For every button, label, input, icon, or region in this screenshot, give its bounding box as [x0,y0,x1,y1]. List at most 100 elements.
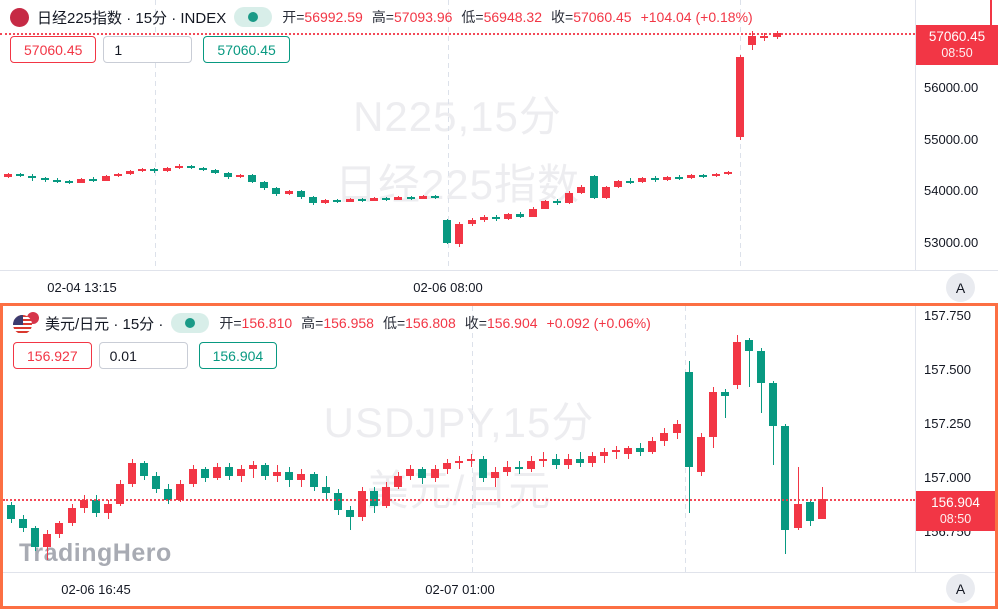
candle [370,490,378,507]
candle [515,467,524,470]
candle [272,188,281,194]
candle [345,198,354,202]
candle [672,424,681,433]
usdjpy-price-axis[interactable]: 156.904 08:50 157.750 157.500 157.250 157.0… [915,306,995,572]
ohlc-readout: 开=56992.59 高=57093.96 低=56948.32 收=57060… [282,7,761,27]
candle [540,201,549,209]
candle [223,172,232,178]
buy-price-button[interactable]: 57060.45 [203,36,290,63]
chart-watermark: N225,15分 日经225指数 [0,83,915,219]
watermark-name: 美元/日元 [366,467,552,514]
time-gridline [472,306,473,572]
candle [79,499,88,509]
candle [321,486,330,494]
candle [115,484,124,504]
market-status-indicator[interactable] [171,313,210,333]
sell-price-button[interactable]: 57060.45 [10,36,97,63]
candle [575,458,584,463]
candle [638,178,647,183]
quantity-input[interactable]: 0.01 [98,342,188,369]
candle [199,167,208,170]
candle [370,197,378,201]
nikkei-chart-plot[interactable]: N225,15分 日经225指数 日经225指数 · 15分 · INDEX 开… [0,0,915,270]
candle [708,391,717,437]
candle [589,176,598,198]
candle [516,214,525,217]
watermark-symbol: USDJPY,15分 [323,399,595,446]
candle [478,458,487,478]
high-label: 高= [371,9,394,25]
candle [684,372,693,468]
candle [52,180,61,182]
candle [720,391,729,396]
candle [284,191,293,194]
nikkei-price-axis[interactable]: 57060.45 08:50 56000.00 55000.00 54000.00 5… [915,0,998,270]
usdjpy-time-axis[interactable]: A 02-06 16:45 02-07 01:00 [3,572,995,606]
time-tick-label: 02-04 13:15 [47,280,117,295]
candle [212,467,221,478]
candle [162,167,171,172]
usdjpy-chart-plot[interactable]: USDJPY,15分 美元/日元 TradingHero 美元/日元 · 15分… [3,306,915,572]
candle [675,176,683,179]
high-value: 57093.96 [394,9,453,25]
candle [528,208,537,217]
buy-price-button[interactable]: 156.904 [198,342,278,369]
chart-watermark: USDJPY,15分 美元/日元 [3,389,915,525]
market-status-indicator[interactable] [234,7,273,27]
candle [466,458,475,461]
candle [612,449,620,453]
low-value: 156.808 [405,315,456,331]
open-value: 156.810 [241,315,293,331]
last-price-badge: 156.904 08:50 [916,490,995,531]
candle [101,176,110,181]
candle [188,469,197,485]
open-label: 开= [219,315,242,331]
auto-scale-button[interactable]: A [946,574,975,603]
nikkei-logo-icon [10,7,29,27]
time-tick-label: 02-06 16:45 [61,582,131,597]
symbol-title: 日经225指数 · 15分 · INDEX [37,9,227,27]
candle [626,181,635,183]
close-label: 收= [464,315,487,331]
candle [200,469,209,478]
candle [296,191,305,198]
candle [211,169,220,173]
candle [224,467,233,476]
close-label: 收= [551,9,574,25]
nikkei-time-axis[interactable]: A 02-04 13:15 02-06 08:00 [0,270,998,303]
candle [696,436,705,472]
candle [4,173,12,177]
candle [745,339,754,351]
candle [55,523,64,535]
sell-price-button[interactable]: 156.927 [13,342,92,369]
high-value: 156.958 [323,315,374,331]
time-gridline [448,0,449,270]
quantity-input[interactable]: 1 [103,36,193,63]
candle [687,175,696,179]
candle [733,341,741,386]
candle [553,201,561,204]
candle [16,173,25,176]
badge-time: 08:50 [941,46,973,61]
candle [236,469,245,476]
price-tick-label: 157.750 [924,308,971,323]
auto-scale-button[interactable]: A [946,273,975,302]
time-tick-label: 02-07 01:00 [425,582,495,597]
candle [406,469,415,476]
time-gridline [155,0,156,270]
candle [91,499,100,513]
candle [126,171,134,174]
candle [601,187,610,198]
candle [431,195,439,198]
usdjpy-flag-icon [13,312,39,334]
price-tick-label: 157.500 [924,362,971,377]
candle [563,458,572,466]
candle [757,350,766,383]
candle [140,462,149,476]
candle [31,527,40,548]
badge-price: 156.904 [931,494,980,510]
candle [418,469,427,478]
candle [357,490,366,517]
candle [7,505,15,520]
low-label: 低= [382,315,406,331]
